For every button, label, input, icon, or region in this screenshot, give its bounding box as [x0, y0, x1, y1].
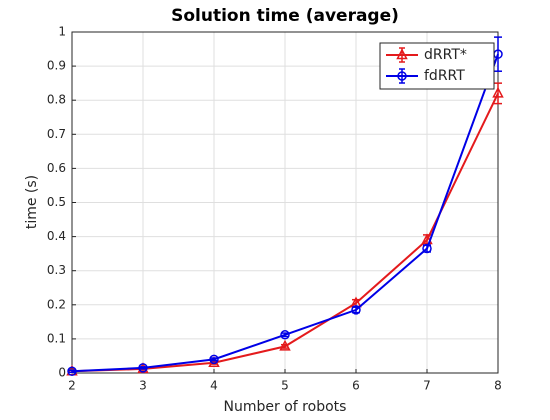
legend-label: fdRRT — [424, 68, 465, 84]
x-tick-label: 8 — [494, 379, 502, 393]
y-tick-label: 0.6 — [47, 161, 66, 175]
y-tick-label: 0.1 — [47, 331, 66, 345]
y-axis-label: time (s) — [24, 175, 40, 229]
error-bar — [210, 357, 218, 362]
error-bar — [494, 36, 502, 72]
x-tick-label: 5 — [281, 379, 289, 393]
plot-frame — [71, 31, 499, 374]
x-tick-label: 4 — [210, 379, 218, 393]
x-tick-label: 2 — [68, 379, 76, 393]
legend-box — [379, 42, 495, 90]
error-bar — [281, 332, 289, 338]
y-tick-label: 0.5 — [47, 195, 66, 209]
y-tick-label: 0 — [58, 366, 66, 380]
legend-marker — [396, 48, 408, 60]
error-bar — [494, 82, 502, 105]
error-bar — [139, 366, 147, 370]
error-bar — [281, 343, 289, 349]
y-tick-label: 1 — [58, 25, 66, 39]
y-tick-label: 0.2 — [47, 297, 66, 311]
data-point — [138, 363, 148, 373]
x-tick-label: 6 — [352, 379, 360, 393]
x-axis-label: Number of robots — [224, 399, 347, 415]
data-point — [67, 366, 77, 377]
data-point — [209, 354, 219, 365]
legend-label: dRRT* — [424, 47, 467, 63]
y-tick-label: 0.4 — [47, 229, 66, 243]
chart-title: Solution time (average) — [171, 6, 399, 26]
y-tick-label: 0.3 — [47, 263, 66, 277]
y-tick-label: 0.9 — [47, 59, 66, 73]
data-point — [279, 339, 291, 351]
legend-marker — [397, 71, 407, 81]
data-point — [351, 305, 361, 315]
x-tick-label: 7 — [423, 379, 431, 393]
data-point — [421, 233, 433, 245]
data-point — [492, 86, 504, 98]
error-bar — [68, 369, 76, 374]
y-tick-label: 0.7 — [47, 127, 66, 141]
data-point — [422, 243, 432, 254]
y-tick-label: 0.8 — [47, 93, 66, 107]
data-point — [280, 330, 290, 340]
x-tick-label: 3 — [139, 379, 147, 393]
